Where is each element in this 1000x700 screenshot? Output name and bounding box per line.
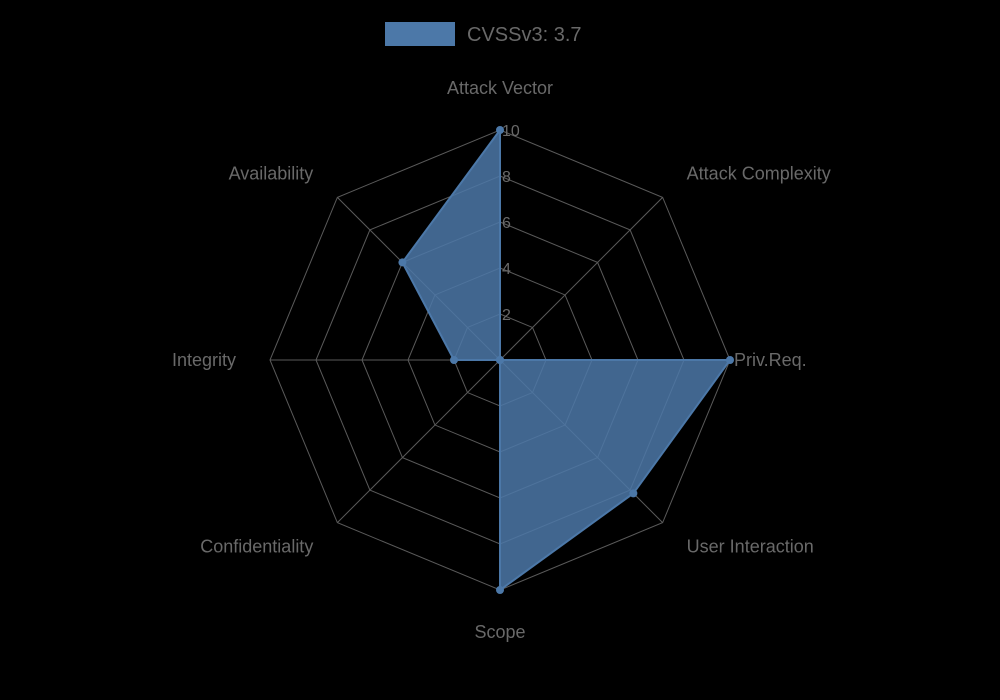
tick-label: 10 <box>502 123 520 140</box>
tick-label: 8 <box>502 169 511 186</box>
axis-label: Confidentiality <box>200 537 313 557</box>
series-point <box>450 356 458 364</box>
tick-label: 4 <box>502 261 511 278</box>
series-point <box>496 586 504 594</box>
series-point <box>726 356 734 364</box>
legend-label: CVSSv3: 3.7 <box>467 24 582 46</box>
axis-label: Scope <box>474 622 525 642</box>
axis-label: Attack Complexity <box>687 163 831 183</box>
series-point <box>496 356 504 364</box>
series-point <box>629 489 637 497</box>
radar-chart: 2 4 6 8 10 Attack Vector Attack Complexity Priv… <box>0 0 1000 700</box>
axis-label: User Interaction <box>687 537 814 557</box>
axis-label: Priv.Req. <box>734 350 807 370</box>
legend: CVSSv3: 3.7 <box>385 22 582 46</box>
axis-label: Integrity <box>172 350 236 370</box>
legend-swatch <box>385 22 455 46</box>
tick-label: 6 <box>502 215 511 232</box>
axis-label: Availability <box>229 163 314 183</box>
tick-label: 2 <box>502 307 511 324</box>
series-point <box>398 258 406 266</box>
axis-label: Attack Vector <box>447 78 553 98</box>
